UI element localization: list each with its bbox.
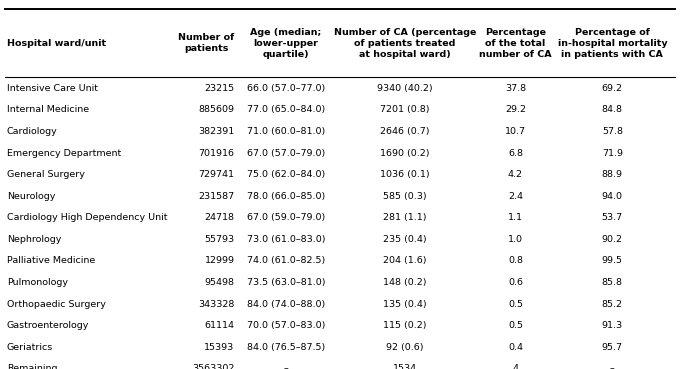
Text: 701916: 701916	[199, 149, 235, 158]
Text: 73.5 (63.0–81.0): 73.5 (63.0–81.0)	[247, 278, 325, 287]
Text: 2646 (0.7): 2646 (0.7)	[380, 127, 430, 136]
Text: 1.1: 1.1	[508, 213, 523, 222]
Text: 0.5: 0.5	[508, 321, 523, 330]
Text: Percentage
of the total
number of CA: Percentage of the total number of CA	[479, 28, 551, 59]
Text: 84.0 (76.5–87.5): 84.0 (76.5–87.5)	[247, 343, 325, 352]
Text: Internal Medicine: Internal Medicine	[7, 106, 89, 114]
Text: 729741: 729741	[199, 170, 235, 179]
Text: 73.0 (61.0–83.0): 73.0 (61.0–83.0)	[247, 235, 325, 244]
Text: 71.0 (60.0–81.0): 71.0 (60.0–81.0)	[247, 127, 325, 136]
Text: 85.2: 85.2	[602, 300, 623, 308]
Text: 1036 (0.1): 1036 (0.1)	[380, 170, 430, 179]
Text: 4.2: 4.2	[508, 170, 523, 179]
Text: Neurology: Neurology	[7, 192, 55, 201]
Text: 9340 (40.2): 9340 (40.2)	[377, 84, 432, 93]
Text: 92 (0.6): 92 (0.6)	[386, 343, 424, 352]
Text: –: –	[610, 365, 615, 369]
Text: 4: 4	[513, 365, 518, 369]
Text: 84.8: 84.8	[602, 106, 623, 114]
Text: 77.0 (65.0–84.0): 77.0 (65.0–84.0)	[247, 106, 325, 114]
Text: Nephrology: Nephrology	[7, 235, 61, 244]
Text: 148 (0.2): 148 (0.2)	[384, 278, 426, 287]
Text: 71.9: 71.9	[602, 149, 623, 158]
Text: 75.0 (62.0–84.0): 75.0 (62.0–84.0)	[247, 170, 325, 179]
Text: Palliative Medicine: Palliative Medicine	[7, 256, 95, 265]
Text: Orthopaedic Surgery: Orthopaedic Surgery	[7, 300, 105, 308]
Text: 1690 (0.2): 1690 (0.2)	[380, 149, 430, 158]
Text: 91.3: 91.3	[602, 321, 623, 330]
Text: 0.4: 0.4	[508, 343, 523, 352]
Text: 69.2: 69.2	[602, 84, 623, 93]
Text: General Surgery: General Surgery	[7, 170, 85, 179]
Text: 1.0: 1.0	[508, 235, 523, 244]
Text: 0.6: 0.6	[508, 278, 523, 287]
Text: Number of CA (percentage
of patients treated
at hospital ward): Number of CA (percentage of patients tre…	[334, 28, 476, 59]
Text: 382391: 382391	[199, 127, 235, 136]
Text: 88.9: 88.9	[602, 170, 623, 179]
Text: 85.8: 85.8	[602, 278, 623, 287]
Text: 84.0 (74.0–88.0): 84.0 (74.0–88.0)	[247, 300, 325, 308]
Text: 7201 (0.8): 7201 (0.8)	[380, 106, 430, 114]
Text: Gastroenterology: Gastroenterology	[7, 321, 89, 330]
Text: 885609: 885609	[199, 106, 235, 114]
Text: 281 (1.1): 281 (1.1)	[384, 213, 426, 222]
Text: 94.0: 94.0	[602, 192, 623, 201]
Text: 15393: 15393	[205, 343, 235, 352]
Text: Age (median;
lower-upper
quartile): Age (median; lower-upper quartile)	[250, 28, 322, 59]
Text: 343328: 343328	[199, 300, 235, 308]
Text: 10.7: 10.7	[505, 127, 526, 136]
Text: 12999: 12999	[205, 256, 235, 265]
Text: Intensive Care Unit: Intensive Care Unit	[7, 84, 98, 93]
Text: 53.7: 53.7	[602, 213, 623, 222]
Text: Pulmonology: Pulmonology	[7, 278, 68, 287]
Text: 231587: 231587	[199, 192, 235, 201]
Text: 204 (1.6): 204 (1.6)	[384, 256, 426, 265]
Text: –: –	[284, 365, 288, 369]
Text: Cardiology: Cardiology	[7, 127, 58, 136]
Text: 57.8: 57.8	[602, 127, 623, 136]
Text: 37.8: 37.8	[505, 84, 526, 93]
Text: Hospital ward/unit: Hospital ward/unit	[7, 39, 106, 48]
Text: Cardiology High Dependency Unit: Cardiology High Dependency Unit	[7, 213, 167, 222]
Text: 66.0 (57.0–77.0): 66.0 (57.0–77.0)	[247, 84, 325, 93]
Text: 0.5: 0.5	[508, 300, 523, 308]
Text: 3563302: 3563302	[192, 365, 235, 369]
Text: 55793: 55793	[205, 235, 235, 244]
Text: Percentage of
in-hospital mortality
in patients with CA: Percentage of in-hospital mortality in p…	[558, 28, 667, 59]
Text: 95498: 95498	[205, 278, 235, 287]
Text: 74.0 (61.0–82.5): 74.0 (61.0–82.5)	[247, 256, 325, 265]
Text: 70.0 (57.0–83.0): 70.0 (57.0–83.0)	[247, 321, 325, 330]
Text: Emergency Department: Emergency Department	[7, 149, 121, 158]
Text: 235 (0.4): 235 (0.4)	[383, 235, 427, 244]
Text: 24718: 24718	[205, 213, 235, 222]
Text: 61114: 61114	[205, 321, 235, 330]
Text: 67.0 (57.0–79.0): 67.0 (57.0–79.0)	[247, 149, 325, 158]
Text: 78.0 (66.0–85.0): 78.0 (66.0–85.0)	[247, 192, 325, 201]
Text: 2.4: 2.4	[508, 192, 523, 201]
Text: 95.7: 95.7	[602, 343, 623, 352]
Text: 135 (0.4): 135 (0.4)	[383, 300, 427, 308]
Text: 99.5: 99.5	[602, 256, 623, 265]
Text: 1534: 1534	[393, 365, 417, 369]
Text: 115 (0.2): 115 (0.2)	[384, 321, 426, 330]
Text: Geriatrics: Geriatrics	[7, 343, 53, 352]
Text: Number of
patients: Number of patients	[178, 34, 235, 53]
Text: 90.2: 90.2	[602, 235, 623, 244]
Text: 67.0 (59.0–79.0): 67.0 (59.0–79.0)	[247, 213, 325, 222]
Text: 29.2: 29.2	[505, 106, 526, 114]
Text: 6.8: 6.8	[508, 149, 523, 158]
Text: Remaining: Remaining	[7, 365, 57, 369]
Text: 23215: 23215	[205, 84, 235, 93]
Text: 0.8: 0.8	[508, 256, 523, 265]
Text: 585 (0.3): 585 (0.3)	[383, 192, 427, 201]
